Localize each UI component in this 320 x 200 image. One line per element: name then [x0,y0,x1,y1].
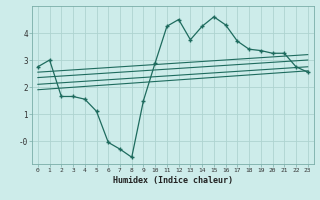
X-axis label: Humidex (Indice chaleur): Humidex (Indice chaleur) [113,176,233,185]
